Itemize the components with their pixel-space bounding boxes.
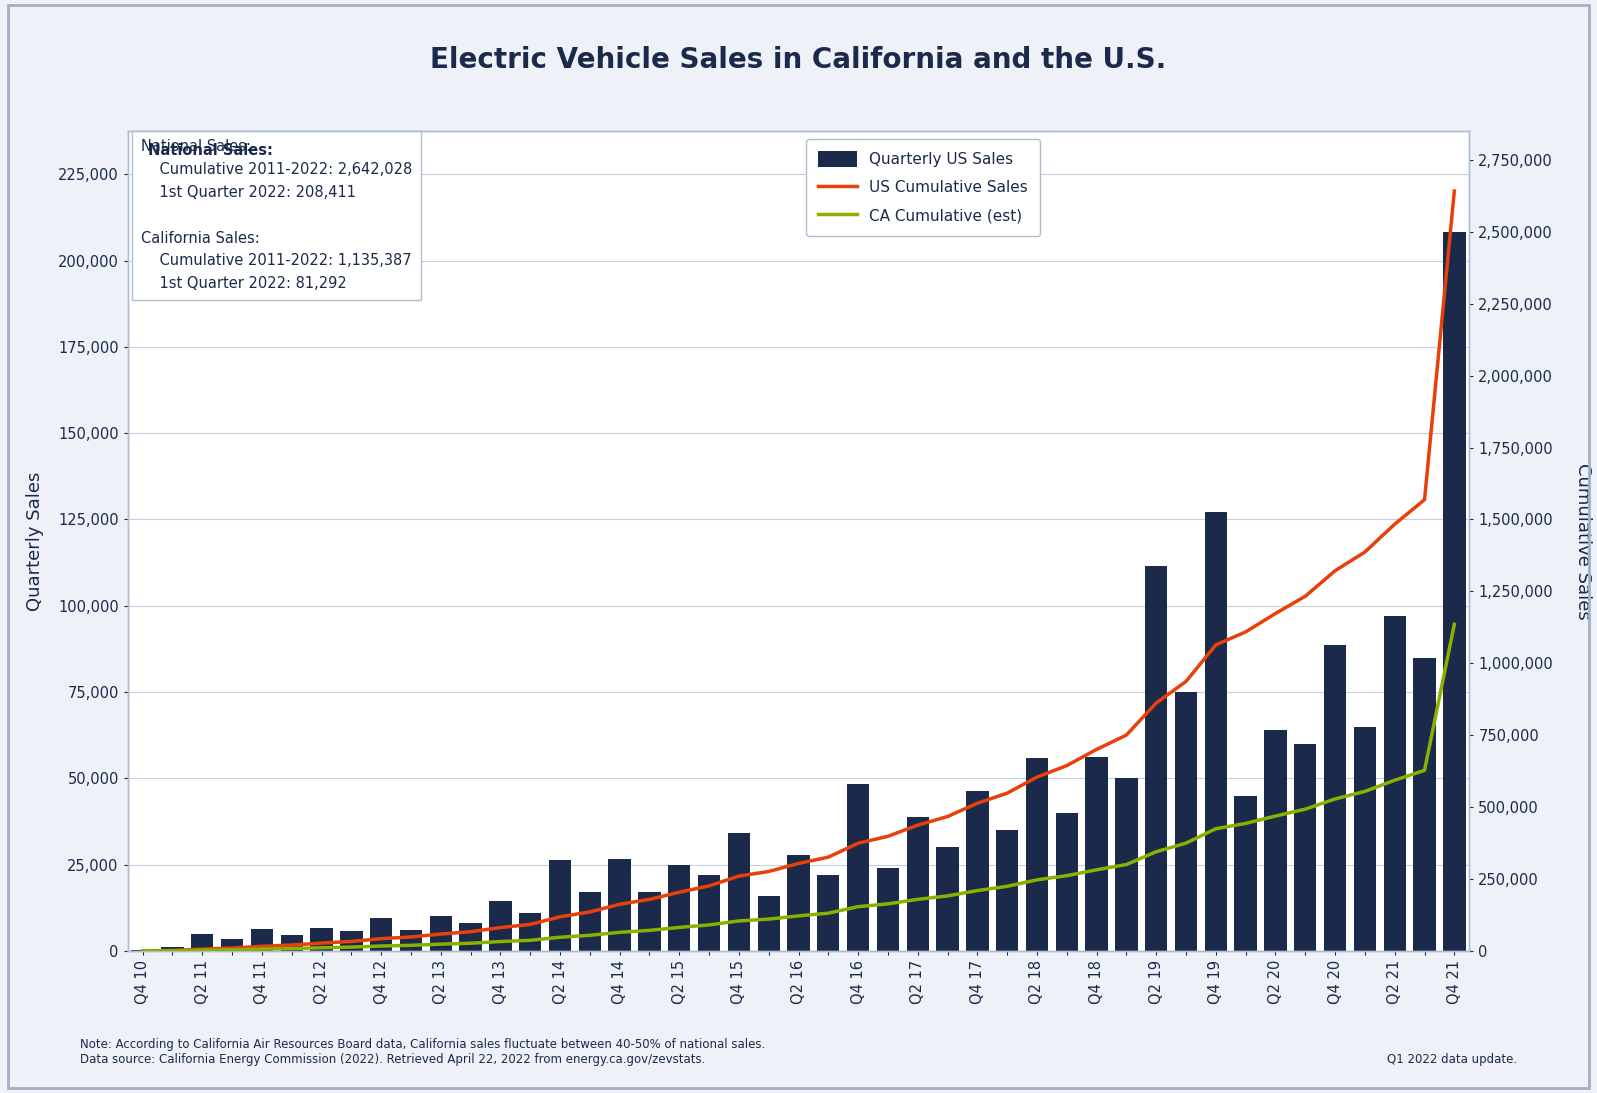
Bar xyxy=(1025,759,1048,951)
Text: National Sales:
    Cumulative 2011-2022: 2,642,028
    1st Quarter 2022: 208,41: National Sales: Cumulative 2011-2022: 2,… xyxy=(141,139,412,291)
Bar xyxy=(997,830,1019,951)
Bar xyxy=(1175,692,1198,951)
Bar xyxy=(192,935,214,951)
Bar xyxy=(1204,512,1226,951)
Bar xyxy=(1145,566,1167,951)
Bar xyxy=(519,913,541,951)
Bar xyxy=(460,924,482,951)
Bar xyxy=(310,928,332,951)
Text: Q1 2022 data update.: Q1 2022 data update. xyxy=(1388,1053,1517,1066)
Text: Note: According to California Air Resources Board data, California sales fluctua: Note: According to California Air Resour… xyxy=(80,1037,765,1066)
Bar xyxy=(131,950,153,951)
Bar xyxy=(578,892,600,951)
Text: National Sales:: National Sales: xyxy=(149,143,273,158)
Bar xyxy=(1086,757,1108,951)
Bar xyxy=(1444,232,1466,951)
Bar xyxy=(489,901,511,951)
Bar xyxy=(907,818,929,951)
Bar xyxy=(846,784,869,951)
Bar xyxy=(549,860,572,951)
Text: Electric Vehicle Sales in California and the U.S.: Electric Vehicle Sales in California and… xyxy=(430,46,1167,74)
Bar xyxy=(161,947,184,951)
Bar xyxy=(1234,796,1257,951)
Bar xyxy=(1383,616,1405,951)
Bar xyxy=(936,847,958,951)
Bar xyxy=(1265,730,1287,951)
Bar xyxy=(757,895,779,951)
Bar xyxy=(639,892,661,951)
Bar xyxy=(668,865,690,951)
Bar xyxy=(1324,645,1346,951)
Bar xyxy=(818,875,840,951)
Bar xyxy=(251,929,273,951)
Bar xyxy=(966,791,989,951)
Y-axis label: Cumulative Sales: Cumulative Sales xyxy=(1575,462,1592,620)
Legend: Quarterly US Sales, US Cumulative Sales, CA Cumulative (est): Quarterly US Sales, US Cumulative Sales,… xyxy=(806,139,1040,236)
Bar xyxy=(1294,744,1316,951)
Bar xyxy=(698,875,720,951)
Bar xyxy=(430,916,452,951)
Bar xyxy=(877,868,899,951)
Bar xyxy=(1413,658,1436,951)
Bar xyxy=(220,939,243,951)
Bar xyxy=(399,930,422,951)
Bar xyxy=(787,855,810,951)
Bar xyxy=(1115,778,1137,951)
Bar xyxy=(371,918,393,951)
Bar xyxy=(1056,813,1078,951)
Y-axis label: Quarterly Sales: Quarterly Sales xyxy=(26,471,45,611)
Bar xyxy=(1354,727,1377,951)
Bar xyxy=(281,936,303,951)
Bar xyxy=(728,833,751,951)
Bar xyxy=(340,931,363,951)
Bar xyxy=(608,859,631,951)
